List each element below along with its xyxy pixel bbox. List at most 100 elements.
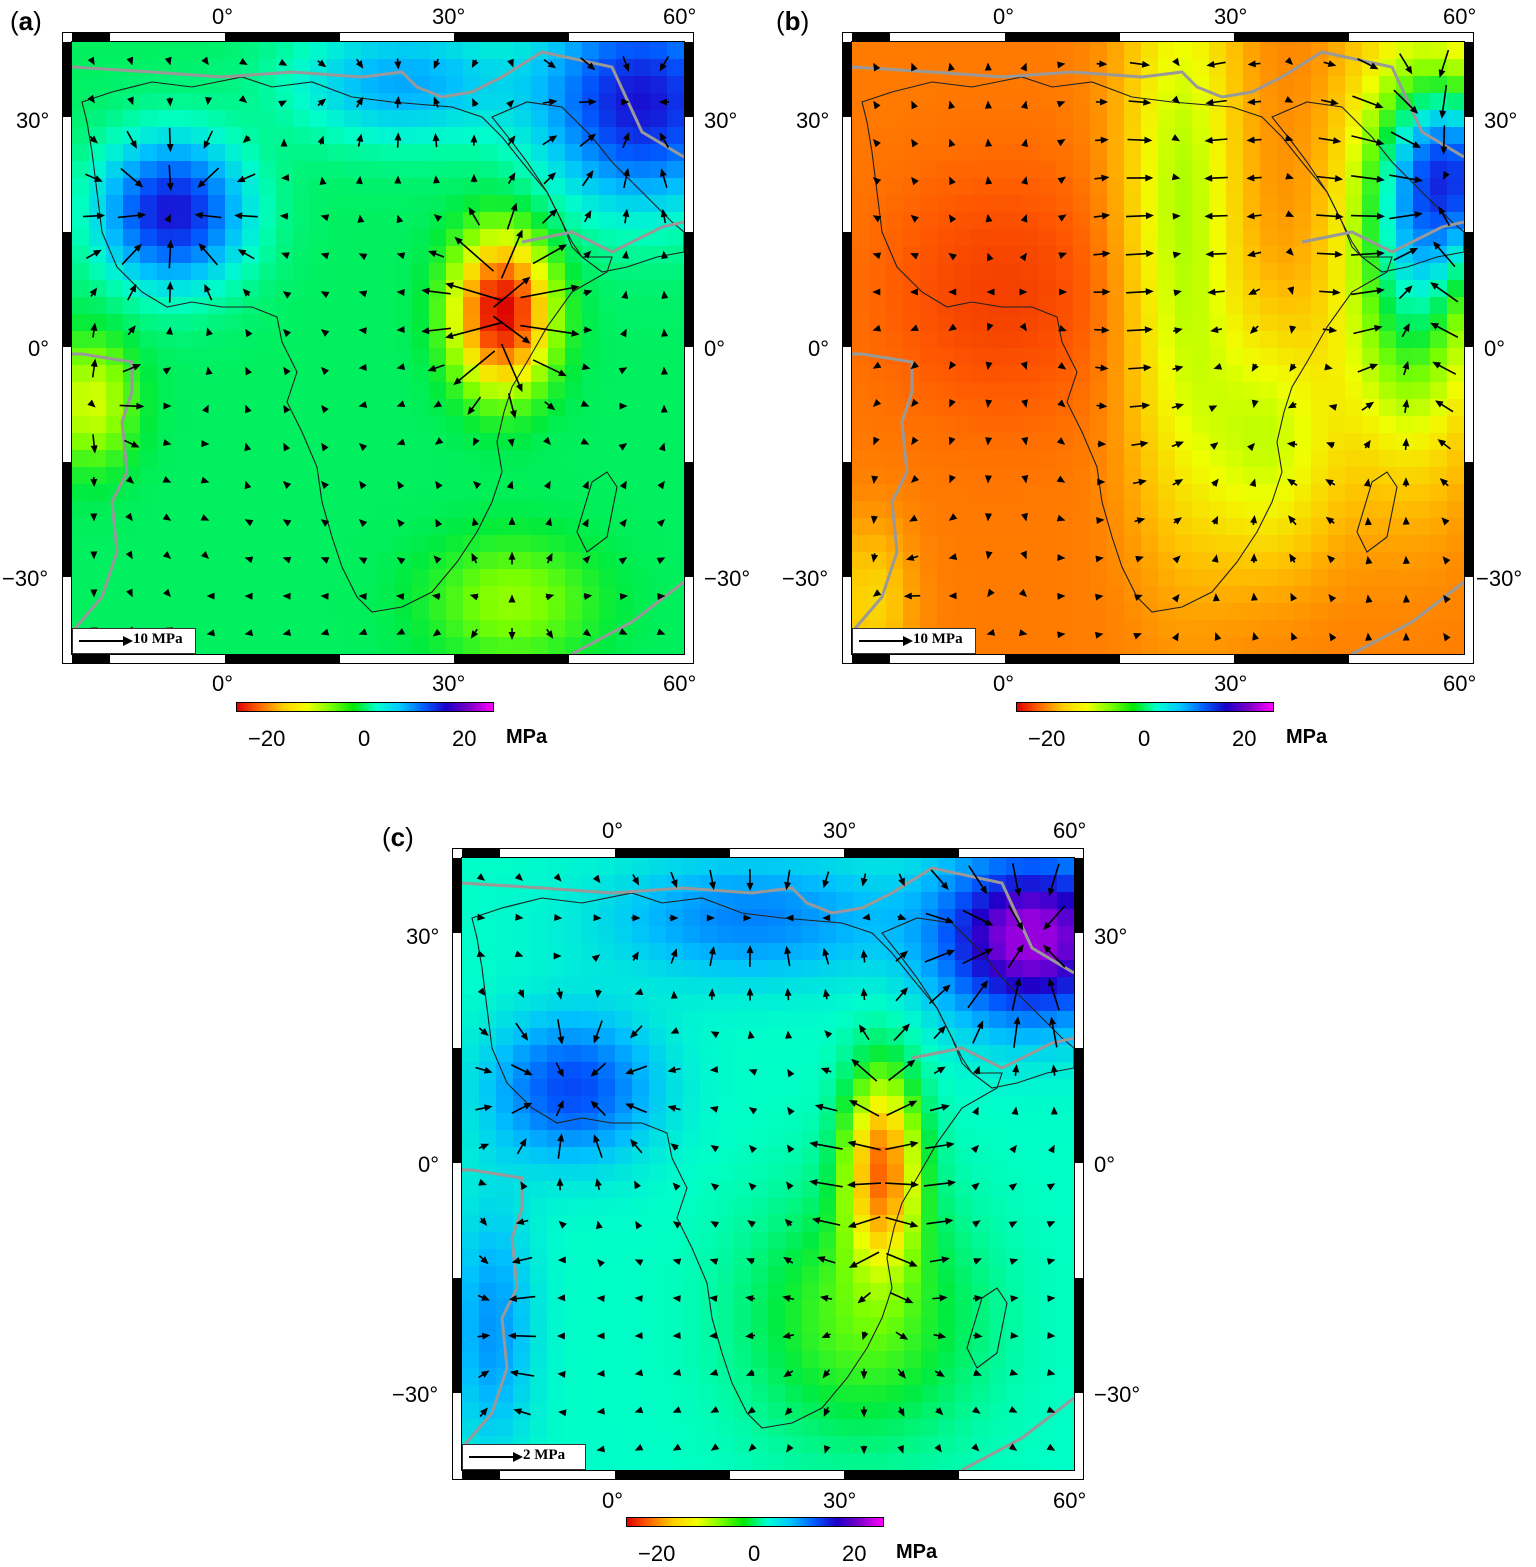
field-cell [751,1402,769,1420]
field-cell [1362,76,1380,94]
field-cell [717,960,735,978]
field-cell [1345,518,1363,536]
field-cell [972,977,990,995]
field-cell [683,1147,701,1165]
stress-arrow [872,288,881,296]
field-cell [632,1113,650,1131]
field-cell [1243,450,1261,468]
field-cell [700,1232,718,1250]
field-cell [530,892,548,910]
field-cell [310,484,328,502]
field-cell [565,76,583,94]
field-cell [666,1317,684,1335]
field-cell [1328,501,1346,519]
field-cell [514,263,532,281]
field-cell [531,365,549,383]
field-cell [1040,1113,1058,1131]
field-cell [1311,314,1329,332]
frame-bar-left [453,858,461,933]
field-cell [531,552,549,570]
field-cell [649,1028,667,1046]
stress-arrow [1096,60,1108,68]
field-cell [497,348,515,366]
field-cell [717,1232,735,1250]
stress-arrow [514,873,524,882]
field-cell [531,178,549,196]
plate-boundary [852,50,1464,159]
field-cell [582,518,600,536]
field-cell [344,110,362,128]
stress-arrow [667,1104,681,1112]
field-cell [276,484,294,502]
field-cell [734,1062,752,1080]
field-cell [1057,1300,1074,1318]
stress-arrow [618,628,628,635]
frame-bar-right [1465,42,1473,117]
stress-arrow [1287,478,1298,487]
field-cell [1294,297,1312,315]
field-cell [565,331,583,349]
field-cell [836,926,854,944]
field-cell [734,1130,752,1148]
stress-arrow [984,62,992,71]
field-cell [242,229,260,247]
field-cell [615,994,633,1012]
field-cell [633,59,651,77]
field-cell [836,1096,854,1114]
field-cell [1294,518,1312,536]
field-cell [1192,399,1210,417]
field-cell [1328,433,1346,451]
field-cell [683,1181,701,1199]
field-cell [1294,59,1312,77]
field-cell [954,93,972,111]
field-cell [581,960,599,978]
field-cell [1243,110,1261,128]
field-cell [378,331,396,349]
field-cell [751,1011,769,1029]
field-cell [191,297,209,315]
stress-arrow [543,172,556,185]
stress-arrow [658,442,666,452]
field-cell [853,858,871,876]
field-cell [479,1096,497,1114]
field-cell [514,518,532,536]
stress-arrow [1402,477,1410,487]
field-cell [565,535,583,553]
stress-arrow [514,950,524,958]
stress-arrow [475,1066,493,1074]
field-cell [853,1453,871,1470]
field-cell [531,76,549,94]
field-cell [1311,76,1329,94]
field-cell [1362,195,1380,213]
field-cell [751,1130,769,1148]
field-cell [1057,1198,1074,1216]
field-cell [988,382,1006,400]
field-cell [650,467,668,485]
stress-arrow [394,96,402,109]
stress-arrow [580,437,590,445]
stress-arrow [198,242,219,266]
field-cell [1090,484,1108,502]
field-cell [547,1147,565,1165]
frame-bar-left [843,42,851,117]
field-cell [225,382,243,400]
field-cell [972,1249,990,1267]
stress-arrow [1357,58,1379,70]
field-cell [530,1249,548,1267]
field-cell [565,416,583,434]
field-cell [564,1419,582,1437]
field-cell [174,110,192,128]
field-cell [174,450,192,468]
field-cell [378,620,396,638]
field-cell [633,586,651,604]
colorbar-tick-0: 0 [358,726,371,751]
field-cell [293,161,311,179]
field-cell [1192,637,1210,654]
field-cell [1192,620,1210,638]
field-cell [378,569,396,587]
field-cell [581,1198,599,1216]
field-cell [1328,76,1346,94]
field-cell [869,331,887,349]
field-cell [1039,416,1057,434]
field-cell [1124,382,1142,400]
